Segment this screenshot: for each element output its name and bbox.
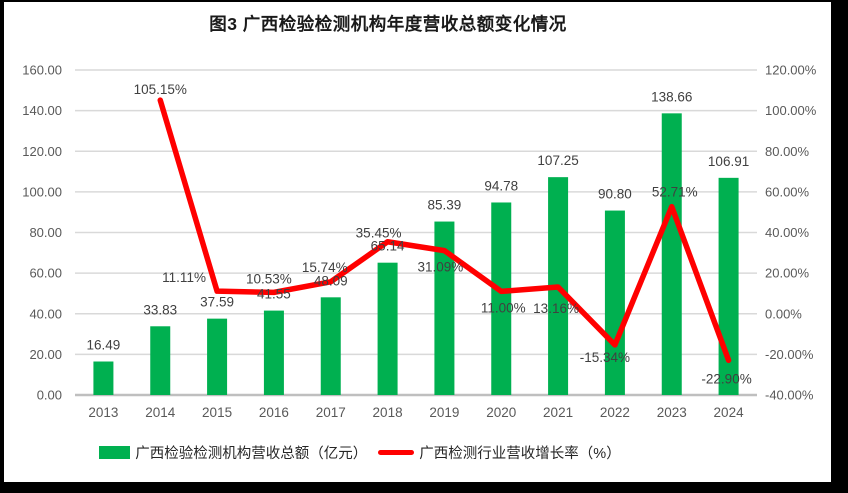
left-axis-tick-label: 20.00	[29, 347, 62, 362]
line-series-swatch	[378, 450, 415, 455]
bar-2015	[207, 318, 228, 395]
bar-2020	[491, 202, 512, 395]
bar-2022	[604, 210, 625, 395]
line-data-label: -15.34%	[580, 350, 630, 365]
legend-item-bar-series: 广西检验检测机构营收总额（亿元）	[99, 442, 367, 463]
left-axis-tick-label: 80.00	[29, 225, 62, 240]
x-axis-category-label: 2022	[600, 405, 630, 420]
bar-2014	[150, 326, 171, 395]
bar-data-label: 90.80	[598, 187, 632, 202]
chart-title: 图3 广西检验检测机构年度营收总额变化情况	[209, 14, 567, 34]
legend-label-bar-series: 广西检验检测机构营收总额（亿元）	[135, 446, 368, 462]
x-axis-category-label: 2019	[429, 405, 459, 420]
bar-2017	[320, 297, 341, 395]
bar-data-label: 41.55	[257, 287, 291, 302]
x-axis-category-label: 2014	[145, 405, 176, 420]
x-axis-category-label: 2020	[486, 405, 516, 420]
line-data-label: 13.16%	[533, 301, 579, 316]
x-axis-category-label: 2018	[373, 405, 403, 420]
x-axis-category-label: 2021	[543, 405, 573, 420]
left-axis-tick-label: 100.00	[22, 184, 62, 199]
growth-rate-line	[157, 97, 732, 364]
chart-legend: 广西检验检测机构营收总额（亿元） 广西检测行业营收增长率（%）	[4, 442, 716, 463]
chart-canvas: 图3 广西检验检测机构年度营收总额变化情况 160.00 120.00% 140.0…	[4, 2, 831, 482]
x-axis-category-label: 2013	[88, 405, 118, 420]
right-axis-tick-label: 20.00%	[765, 266, 810, 281]
bar-2023	[661, 113, 682, 396]
line-data-label: 52.71%	[652, 185, 698, 200]
bar-2016	[263, 310, 284, 395]
line-data-label: 15.74%	[302, 260, 348, 275]
bar-series-swatch	[99, 446, 131, 459]
line-data-label: 35.45%	[356, 226, 402, 241]
bar-data-label: 138.66	[651, 89, 692, 104]
bar-2019	[434, 221, 455, 395]
x-axis-category-label: 2015	[202, 405, 232, 420]
left-axis-tick-label: 140.00	[22, 103, 62, 118]
x-axis-category-label: 2017	[316, 405, 346, 420]
line-data-label: 31.09%	[418, 260, 464, 275]
left-axis-tick-label: 0.00	[37, 388, 62, 403]
right-axis-tick-label: 100.00%	[765, 103, 817, 118]
bar-data-label: 107.25	[537, 153, 578, 168]
line-data-label: 11.11%	[162, 270, 206, 285]
line-data-label: 11.00%	[481, 300, 526, 315]
left-axis-tick-label: 160.00	[22, 63, 62, 78]
line-data-label: -22.90%	[701, 371, 751, 386]
right-axis-tick-label: 120.00%	[765, 63, 817, 78]
x-axis-category-label: 2016	[259, 405, 289, 420]
right-axis-tick-label: 80.00%	[765, 144, 810, 159]
right-axis-tick-label: 0.00%	[765, 306, 802, 321]
bar-data-label: 33.83	[143, 302, 177, 317]
bar-data-label: 85.39	[428, 198, 462, 213]
right-axis-tick-label: 40.00%	[765, 225, 810, 240]
right-axis-tick-label: -20.00%	[765, 347, 814, 362]
x-axis-category-label: 2024	[714, 405, 745, 420]
bar-data-label: 48.09	[314, 273, 348, 288]
left-axis-tick-label: 40.00	[29, 306, 62, 321]
legend-item-line-series: 广西检测行业营收增长率（%）	[378, 442, 621, 463]
bar-2018	[377, 262, 398, 395]
bar-data-label: 65.14	[371, 239, 405, 254]
x-axis-category-label: 2023	[657, 405, 687, 420]
legend-label-line-series: 广西检测行业营收增长率（%）	[419, 446, 621, 462]
bar-2013	[93, 361, 114, 395]
bar-data-label: 94.78	[484, 178, 518, 193]
bar-data-label: 106.91	[708, 154, 749, 169]
combo-chart: 160.00 120.00% 140.00 100.00% 120.00 80.00% 10…	[22, 63, 817, 421]
right-axis-tick-label: 60.00%	[765, 184, 810, 199]
right-axis-tick-label: -40.00%	[765, 388, 814, 403]
bar-data-label: 37.59	[200, 295, 234, 310]
left-axis-tick-label: 60.00	[29, 266, 62, 281]
line-data-label: 105.15%	[134, 82, 187, 97]
bar-data-label: 16.49	[87, 338, 121, 353]
left-axis-tick-label: 120.00	[22, 144, 62, 159]
line-data-label: 10.53%	[246, 271, 292, 286]
